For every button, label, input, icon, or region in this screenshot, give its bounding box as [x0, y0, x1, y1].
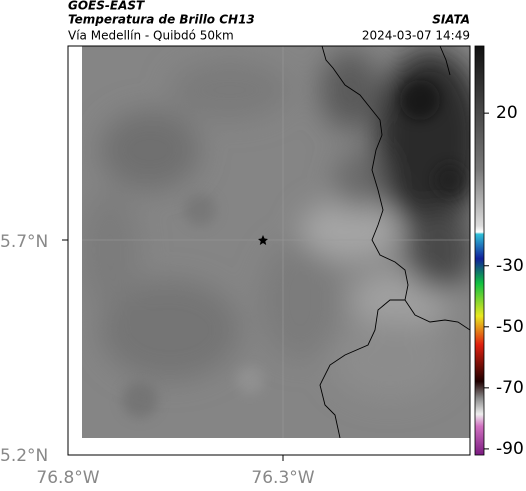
colorbar-tick-label: -90 — [496, 439, 524, 459]
y-axis-label: 5.7°N — [0, 232, 48, 252]
satellite-image — [82, 46, 470, 438]
location-marker — [258, 235, 268, 245]
map-frame — [67, 45, 471, 456]
location: Vía Medellín - Quibdó 50km — [68, 29, 234, 43]
title: GOES-EAST — [68, 0, 145, 13]
border — [321, 46, 470, 331]
colorbar-ticks: 20 -30 -50 -70 -90 — [484, 103, 524, 459]
colorbar-tick-label: 20 — [496, 103, 518, 123]
source: SIATA — [432, 13, 470, 27]
colorbar-tick-label: -30 — [496, 256, 524, 276]
colorbar-tick-label: -50 — [496, 317, 524, 337]
colorbar-tick-label: -70 — [496, 378, 524, 398]
border — [319, 299, 405, 438]
border — [439, 46, 451, 76]
colorbar — [474, 45, 485, 456]
y-axis-label: 5.2°N — [0, 446, 48, 466]
datetime: 2024-03-07 14:49 — [362, 29, 470, 43]
x-axis-label: 76.8°W — [36, 468, 99, 488]
x-axis-label: 76.3°W — [251, 468, 314, 488]
subtitle: Temperatura de Brillo CH13 — [68, 13, 255, 27]
